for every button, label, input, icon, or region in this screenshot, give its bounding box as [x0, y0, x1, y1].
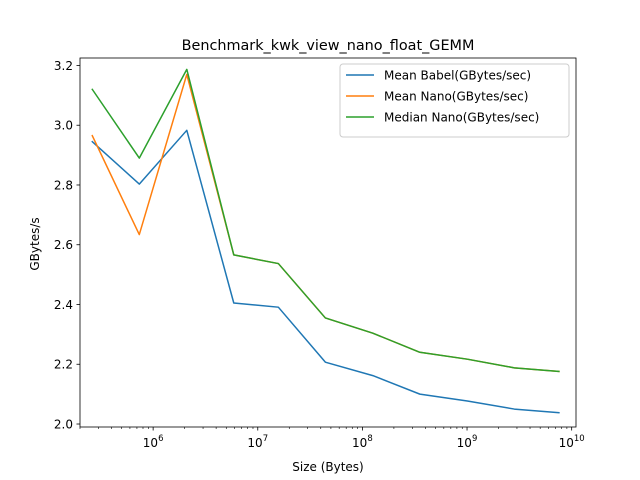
y-tick-label: 2.0 — [54, 417, 73, 431]
x-axis-label: Size (Bytes) — [292, 460, 363, 474]
x-tick-label: 109 — [457, 434, 478, 450]
x-tick-label: 1010 — [559, 434, 585, 450]
series-line-3 — [91, 68, 560, 373]
y-tick-label: 2.4 — [54, 298, 73, 312]
y-tick-label: 2.8 — [54, 178, 73, 192]
y-axis-label: GBytes/s — [28, 217, 42, 270]
legend: Mean Babel(GBytes/sec) Mean Nano(GBytes/s… — [339, 63, 570, 138]
series-line-1 — [91, 129, 560, 414]
legend-box — [339, 63, 570, 138]
legend-label: Mean Nano(GBytes/sec) — [384, 89, 528, 103]
x-tick-label: 108 — [352, 434, 373, 450]
x-tick-label: 106 — [143, 434, 164, 450]
y-tick-label: 2.6 — [54, 238, 73, 252]
y-tick-label: 3.2 — [54, 59, 73, 73]
legend-label: Median Nano(GBytes/sec) — [384, 110, 539, 124]
y-tick-label: 3.0 — [54, 119, 73, 133]
legend-label: Mean Babel(GBytes/sec) — [384, 68, 531, 82]
chart-title: Benchmark_kwk_view_nano_float_GEMM — [182, 38, 475, 54]
x-tick-label: 107 — [247, 434, 268, 450]
plot-area: 106 107 108 109 1010 2.0 2.2 2.4 2.6 2.8 3.0 3.2 — [54, 57, 585, 450]
axes-frame — [79, 57, 577, 428]
y-tick-label: 2.2 — [54, 358, 73, 372]
